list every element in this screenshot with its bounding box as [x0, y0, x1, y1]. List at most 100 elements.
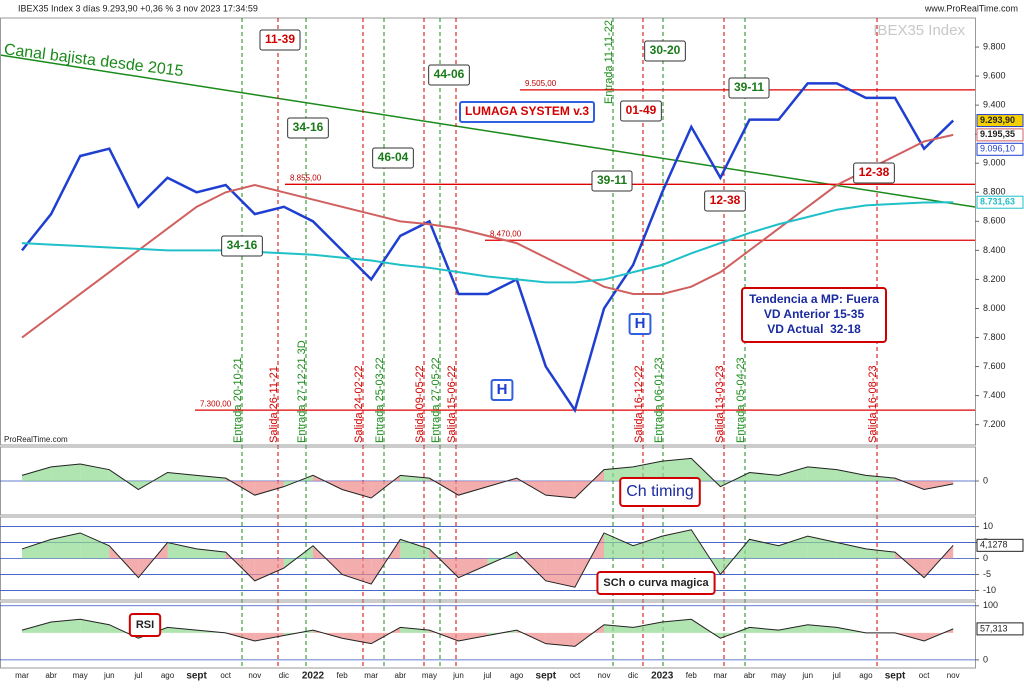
- y-tick-label: 8.200: [983, 274, 1006, 284]
- annotation-box: [628, 313, 652, 335]
- x-tick-label: jul: [832, 671, 841, 680]
- osc-area: [604, 532, 634, 559]
- osc-area: [749, 627, 779, 633]
- y-tick-label: 0: [983, 553, 988, 563]
- osc-area: [196, 475, 226, 481]
- panel-title: Ch timing: [626, 483, 694, 500]
- annotation: 46-04: [378, 150, 409, 164]
- x-tick-label: nov: [248, 671, 261, 680]
- annotation: 34-16: [227, 238, 258, 252]
- y-tick-label: 9.400: [983, 100, 1006, 110]
- osc-area: [400, 539, 430, 559]
- annotation: 39-11: [597, 173, 627, 187]
- y-tick-label: -5: [983, 569, 991, 579]
- annotation: H: [635, 315, 646, 332]
- panel-frame: [0, 601, 976, 669]
- price-line: [21, 133, 954, 339]
- x-tick-label: may: [422, 671, 437, 680]
- x-tick-label: jun: [801, 671, 813, 680]
- osc-line: [21, 457, 954, 499]
- price-tag-label: 9.293,90: [980, 115, 1015, 125]
- annotation-box: [728, 77, 770, 99]
- y-tick-label: 9.800: [983, 41, 1006, 51]
- osc-area: [342, 558, 372, 585]
- value-tag-label: 57,313: [980, 623, 1008, 633]
- price-line: [21, 201, 954, 284]
- level-label: 8.470,00: [490, 229, 522, 238]
- x-tick-label: sept: [186, 671, 207, 682]
- y-tick-label: 9.000: [983, 158, 1006, 168]
- osc-area: [80, 532, 110, 559]
- y-tick-label: 7.600: [983, 361, 1006, 371]
- osc-area: [807, 536, 837, 559]
- y-tick-label: 8.000: [983, 303, 1006, 313]
- annotation-box: [372, 147, 414, 169]
- price-tag: [976, 142, 1024, 156]
- level-label: 8.855,00: [290, 173, 322, 182]
- price-tag: [976, 128, 1024, 142]
- x-tick-label: jun: [103, 671, 115, 680]
- info-line: VD Anterior 15-35: [764, 307, 865, 321]
- signal-label: Entrada 25-03-22: [374, 357, 386, 443]
- osc-area: [22, 466, 52, 481]
- osc-area: [545, 481, 575, 498]
- trend-channel: [0, 54, 976, 208]
- x-tick-label: dic: [628, 671, 638, 680]
- annotation-box: [853, 162, 895, 184]
- annotation: 11-39: [265, 32, 295, 46]
- osc-area: [254, 632, 284, 641]
- value-tag: [976, 538, 1024, 552]
- signal-label: Salida 26-11-21: [268, 366, 280, 443]
- osc-area: [662, 529, 692, 559]
- y-tick-label: 8.800: [983, 187, 1006, 197]
- osc-area: [836, 469, 866, 481]
- x-tick-label: mar: [364, 671, 378, 680]
- signal-label: Salida 24-02-22: [353, 365, 365, 443]
- osc-area: [778, 536, 808, 559]
- annotation: 39-11: [734, 80, 764, 94]
- signal-label: Salida 16-08-23: [867, 365, 879, 443]
- price-tag: [976, 114, 1024, 128]
- annotation-box: [221, 235, 263, 257]
- annotation: 01-49: [626, 103, 657, 117]
- x-tick-label: abr: [395, 671, 407, 680]
- price-tag-label: 9.096,10: [980, 144, 1015, 154]
- y-tick-label: 7.400: [983, 390, 1006, 400]
- osc-area: [633, 536, 663, 559]
- signal-label: Entrada 27-05-22: [430, 357, 442, 443]
- osc-area: [22, 622, 52, 633]
- osc-area: [924, 481, 954, 490]
- level-label: 7.300,00: [200, 399, 232, 408]
- annotation-box: [644, 40, 686, 62]
- y-tick-label: 0: [983, 654, 988, 664]
- osc-area: [633, 461, 663, 481]
- x-tick-label: feb: [337, 671, 349, 680]
- signal-label: Entrada 06-01-23: [653, 357, 665, 443]
- x-tick-label: abr: [45, 671, 57, 680]
- panel-title-box: [619, 477, 701, 507]
- signal-label: Salida 16-12-22: [633, 365, 645, 443]
- header-site: www.ProRealTime.com: [924, 3, 1018, 13]
- panel-title: SCh o curva magica: [603, 577, 709, 589]
- osc-area: [836, 542, 866, 559]
- annotation: LUMAGA SYSTEM v.3: [465, 104, 589, 118]
- osc-area: [400, 627, 430, 633]
- x-tick-label: oct: [919, 671, 930, 680]
- x-tick-label: dic: [279, 671, 289, 680]
- osc-area: [749, 472, 779, 481]
- panel-title-box: [128, 613, 162, 637]
- x-tick-label: ago: [859, 671, 873, 680]
- x-tick-label: jul: [483, 671, 492, 680]
- annotation: 30-20: [650, 43, 681, 57]
- osc-area: [51, 532, 81, 559]
- osc-line: [21, 618, 954, 647]
- osc-area: [662, 619, 692, 633]
- annotation-box: [428, 64, 470, 86]
- signal-label: Salida 15-06-22: [446, 365, 458, 443]
- price-tag-label: 9.195,35: [980, 129, 1015, 139]
- price-line: [21, 82, 955, 414]
- annotation-box: [704, 190, 746, 212]
- x-tick-label: nov: [947, 671, 960, 680]
- panel-frame: [0, 17, 976, 446]
